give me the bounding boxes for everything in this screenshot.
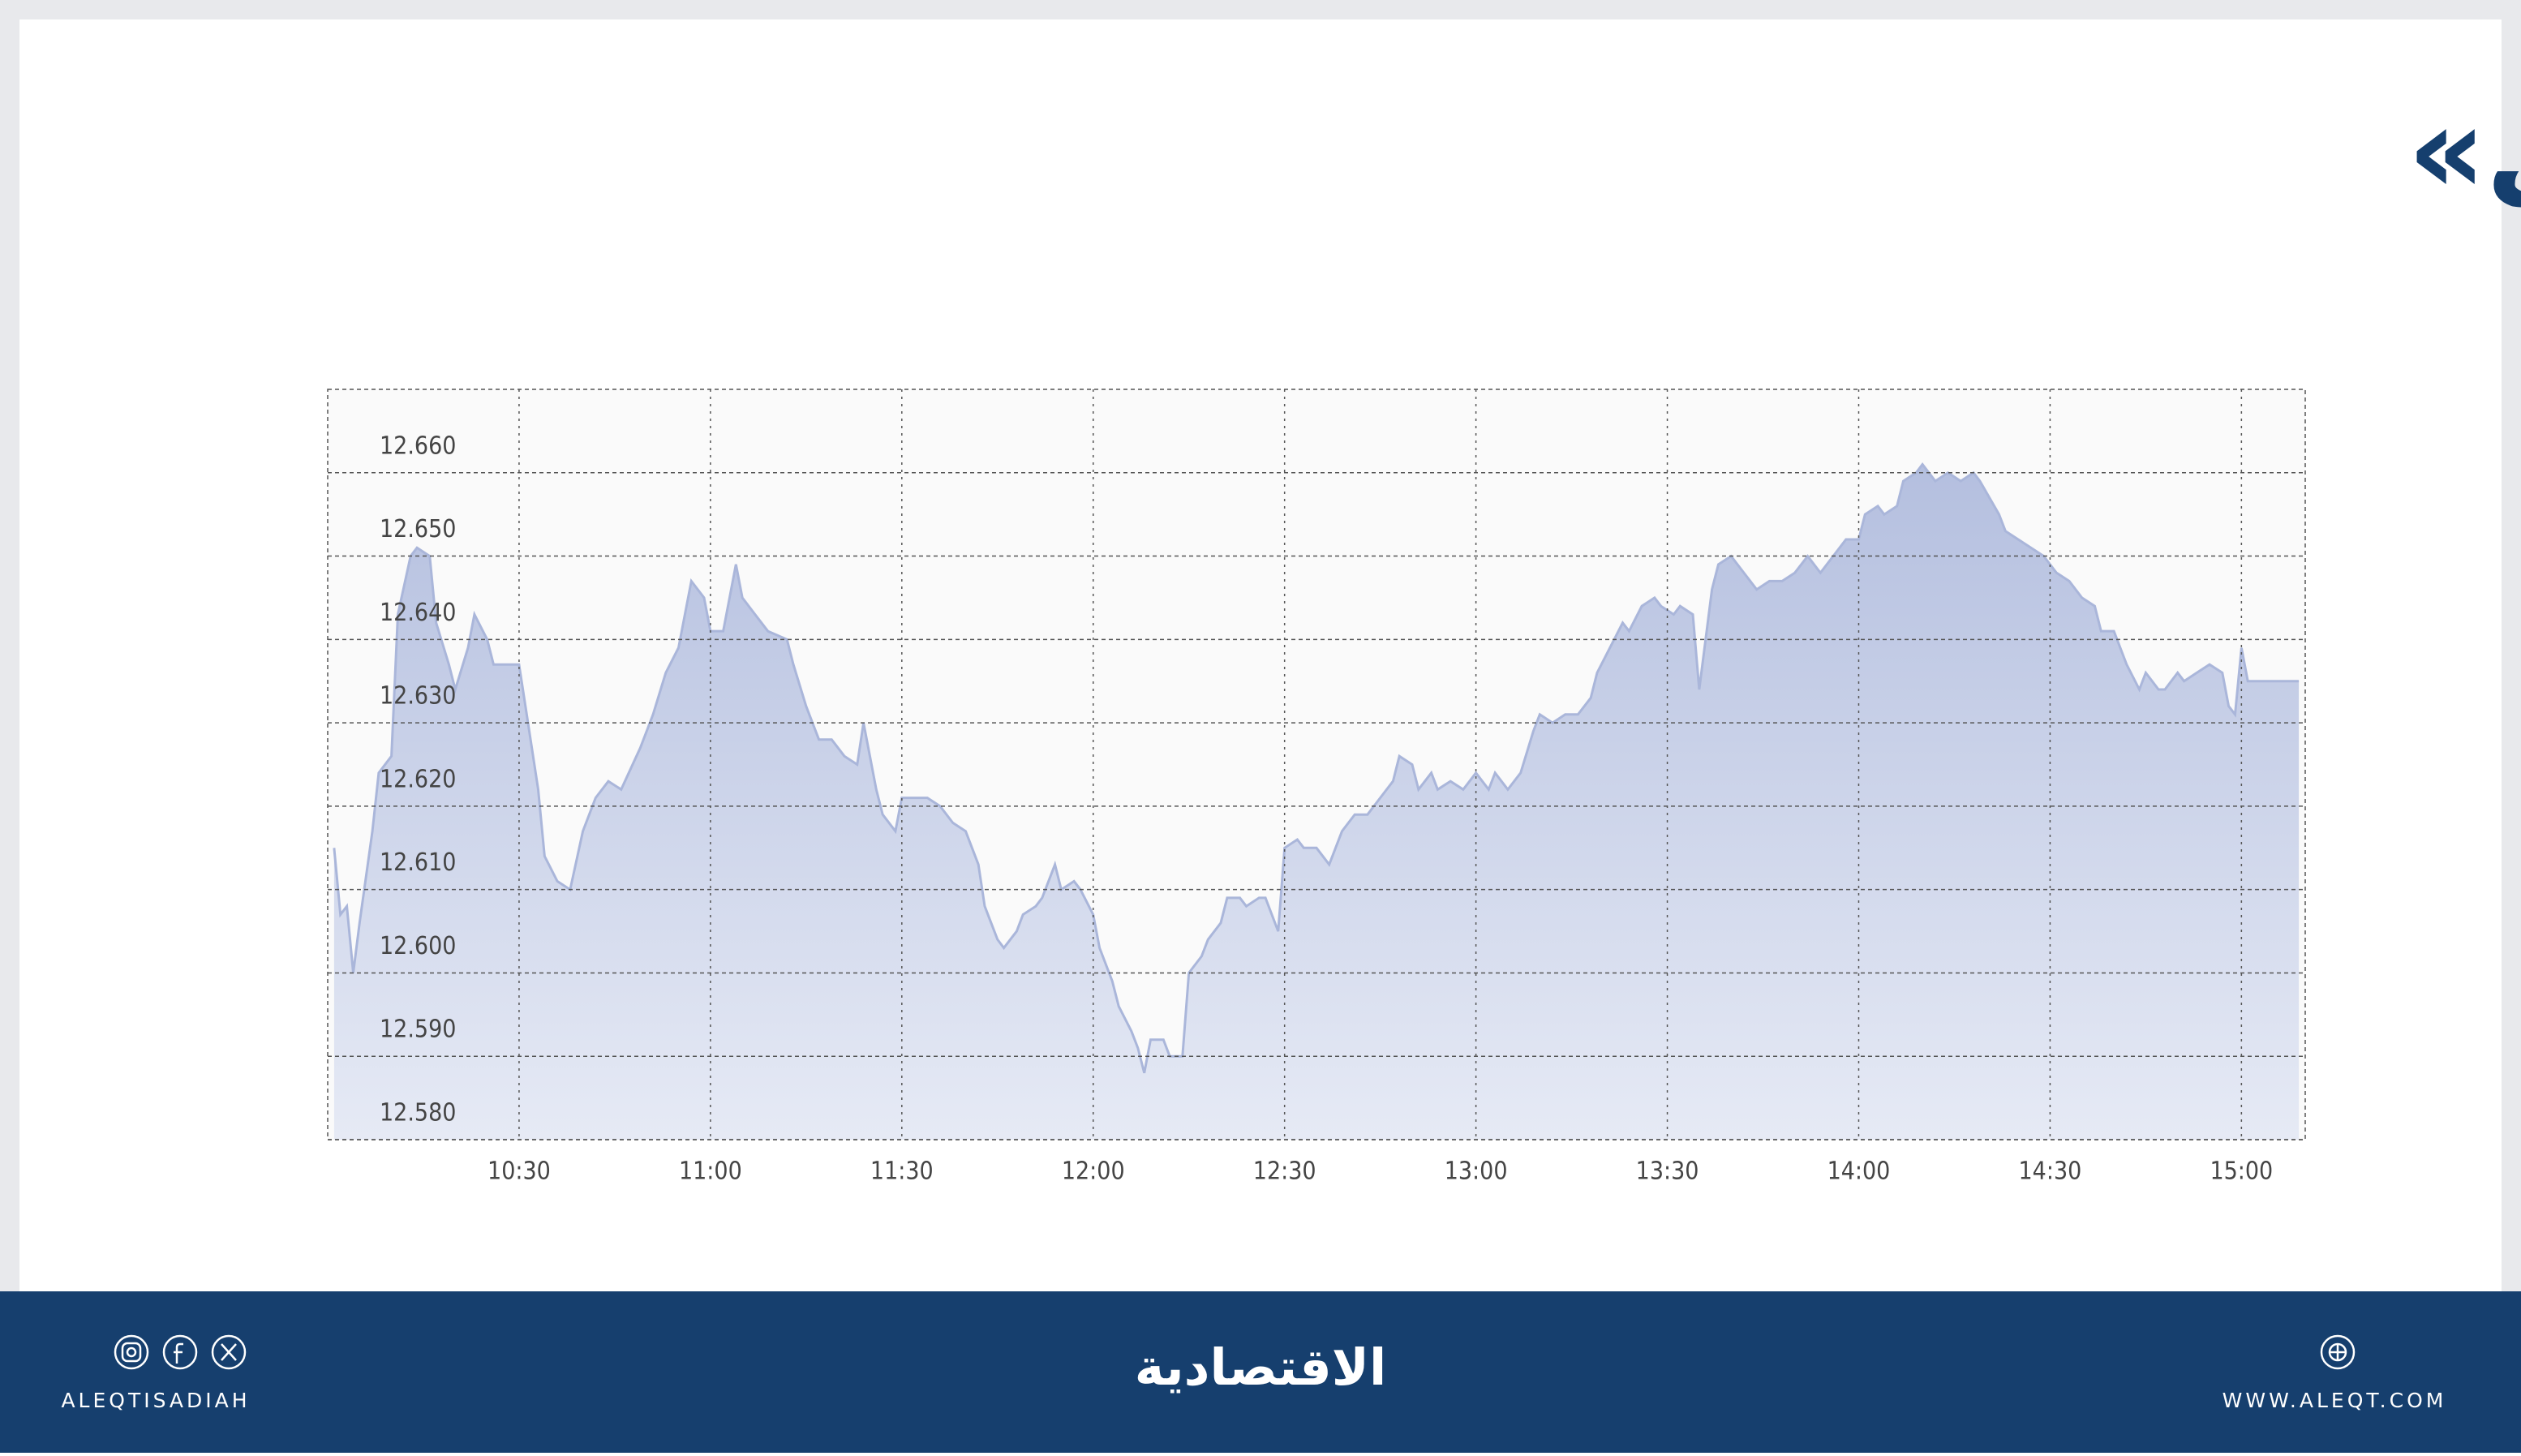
plot-frame [327,389,2306,1140]
x-tick-label: 13:00 [1445,1157,1508,1186]
x-tick-label: 11:00 [679,1157,742,1186]
y-tick-label: 12.660 [380,432,456,460]
social-handle: ALEQTISADIAH [61,1389,250,1412]
x-tick-label: 14:00 [1827,1157,1891,1186]
y-tick-label: 12.600 [380,932,456,960]
y-tick-label: 12.650 [380,515,456,543]
y-tick-label: 12.590 [380,1016,456,1044]
website: WWW.ALEQT.COM [2223,1389,2447,1412]
x-tick-label: 14:30 [2019,1157,2082,1186]
y-tick-label: 12.620 [380,765,456,793]
y-tick-label: 12.630 [380,682,456,711]
y-tick-label: 12.610 [380,848,456,877]
x-tick-label: 15:00 [2210,1157,2273,1186]
chart-title: مؤشر «تاسي» [2407,80,2521,222]
x-tick-label: 11:30 [870,1157,934,1186]
y-tick-label: 12.640 [380,599,456,627]
logo: الاقتصادية [1135,1338,1386,1397]
area [333,464,2300,1140]
x-tick-label: 12:30 [1253,1157,1316,1186]
x-tick-label: 12:00 [1062,1157,1125,1186]
social-icons [114,1334,2356,1370]
x-tick-label: 10:30 [487,1157,551,1186]
footer [0,1291,2521,1453]
y-tick-label: 12.580 [380,1099,456,1127]
line [333,462,2300,1074]
x-tick-label: 13:30 [1636,1157,1699,1186]
